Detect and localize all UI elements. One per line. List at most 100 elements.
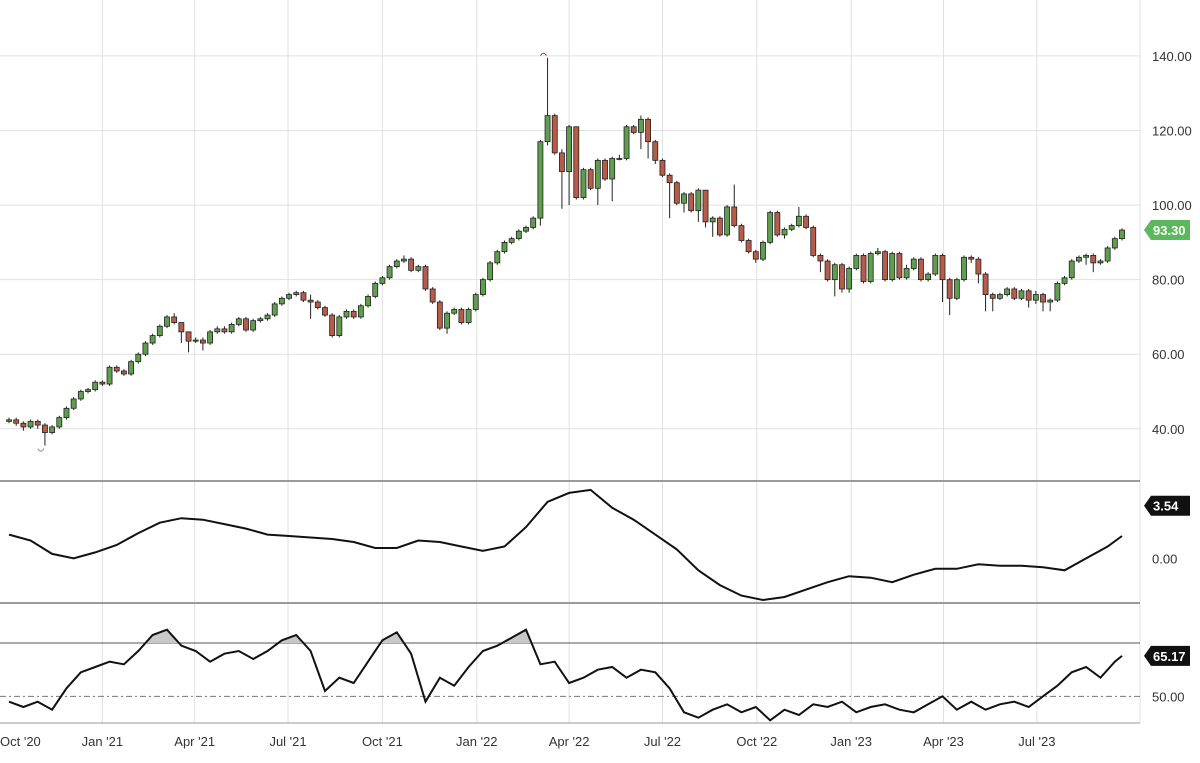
candle[interactable] — [343, 309, 350, 319]
candle[interactable] — [34, 419, 41, 429]
candle[interactable] — [357, 303, 364, 319]
candle[interactable] — [142, 341, 149, 357]
candle[interactable] — [716, 216, 723, 237]
candle[interactable] — [228, 322, 235, 334]
candle[interactable] — [1119, 228, 1125, 241]
candle[interactable] — [594, 158, 601, 206]
candle[interactable] — [882, 249, 888, 282]
candle[interactable] — [444, 311, 450, 334]
candle[interactable] — [731, 184, 738, 228]
candle[interactable] — [1097, 259, 1104, 265]
candle[interactable] — [774, 210, 781, 237]
candle[interactable] — [257, 316, 264, 323]
candle[interactable] — [839, 262, 845, 293]
candle[interactable] — [307, 294, 314, 319]
candle[interactable] — [293, 290, 300, 297]
candle[interactable] — [1061, 275, 1068, 286]
candle[interactable] — [637, 115, 644, 150]
candle[interactable] — [286, 292, 292, 301]
candle[interactable] — [472, 292, 479, 312]
candle[interactable] — [580, 167, 587, 200]
candle[interactable] — [896, 251, 903, 280]
candle[interactable] — [458, 307, 465, 325]
candle[interactable] — [695, 188, 702, 222]
candle[interactable] — [56, 415, 63, 429]
candle[interactable] — [953, 277, 960, 301]
candle[interactable] — [13, 417, 20, 426]
candle[interactable] — [1004, 287, 1011, 297]
candle[interactable] — [824, 259, 831, 282]
candle[interactable] — [961, 255, 967, 282]
candle[interactable] — [932, 253, 939, 276]
candle[interactable] — [372, 281, 379, 299]
candle[interactable] — [63, 406, 70, 420]
candle[interactable] — [1090, 253, 1097, 273]
candle[interactable] — [1018, 288, 1025, 301]
candle[interactable] — [925, 272, 932, 282]
candle[interactable] — [250, 318, 257, 332]
candle[interactable] — [810, 225, 817, 258]
candle[interactable] — [20, 421, 27, 431]
candle[interactable] — [365, 294, 371, 308]
candle[interactable] — [6, 417, 12, 424]
candle[interactable] — [214, 326, 221, 334]
candle[interactable] — [77, 389, 84, 401]
candle[interactable] — [185, 331, 192, 353]
candle[interactable] — [278, 296, 285, 306]
candle[interactable] — [666, 173, 673, 219]
candle[interactable] — [42, 423, 48, 446]
candle[interactable] — [537, 139, 544, 226]
candle[interactable] — [149, 333, 156, 345]
candle[interactable] — [1111, 236, 1118, 250]
candle[interactable] — [975, 257, 982, 284]
candle[interactable] — [616, 154, 623, 161]
candle[interactable] — [350, 309, 357, 319]
candle[interactable] — [523, 225, 529, 234]
candle[interactable] — [386, 264, 393, 280]
candle[interactable] — [1068, 259, 1075, 280]
candle[interactable] — [429, 287, 436, 304]
candle[interactable] — [831, 262, 838, 297]
candle[interactable] — [745, 238, 752, 254]
candle[interactable] — [480, 277, 486, 297]
candle[interactable] — [314, 300, 321, 310]
candle[interactable] — [867, 251, 874, 284]
candle[interactable] — [659, 158, 666, 178]
candle[interactable] — [630, 124, 637, 135]
candle[interactable] — [401, 255, 407, 263]
candle[interactable] — [49, 425, 56, 435]
candle[interactable] — [767, 210, 774, 245]
candle[interactable] — [573, 126, 580, 200]
candle[interactable] — [860, 253, 867, 284]
candle[interactable] — [515, 229, 522, 241]
candle[interactable] — [465, 307, 472, 325]
candle[interactable] — [559, 149, 565, 209]
candle[interactable] — [329, 313, 336, 338]
candle[interactable] — [106, 365, 113, 386]
candle[interactable] — [544, 57, 551, 146]
candle[interactable] — [530, 216, 537, 230]
candle[interactable] — [688, 192, 695, 213]
candle[interactable] — [113, 365, 120, 373]
candle[interactable] — [264, 313, 271, 321]
candle[interactable] — [1104, 246, 1111, 263]
candle[interactable] — [874, 247, 881, 256]
candle[interactable] — [1040, 292, 1046, 312]
candle[interactable] — [1047, 298, 1054, 312]
candle[interactable] — [609, 156, 616, 202]
rsi-indicator-panel[interactable] — [8, 628, 1123, 722]
candle[interactable] — [501, 240, 508, 254]
candle[interactable] — [128, 359, 135, 376]
candle[interactable] — [587, 167, 594, 191]
candle[interactable] — [70, 397, 77, 411]
candle[interactable] — [918, 257, 924, 282]
candle[interactable] — [322, 305, 328, 317]
candle[interactable] — [121, 369, 127, 376]
price-panel[interactable] — [6, 52, 1125, 452]
candle[interactable] — [27, 419, 34, 429]
candle[interactable] — [788, 223, 795, 232]
candle[interactable] — [1054, 281, 1061, 303]
candle[interactable] — [709, 216, 716, 237]
candle[interactable] — [795, 206, 802, 228]
candle[interactable] — [968, 255, 975, 263]
